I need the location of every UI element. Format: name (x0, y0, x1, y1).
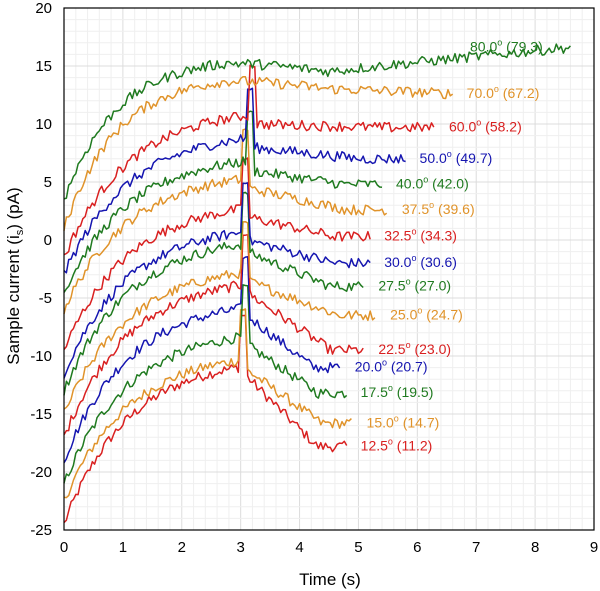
series-label: 20.0o (20.7) (355, 358, 428, 375)
series-layer (63, 43, 571, 524)
x-tick-label: 7 (472, 539, 480, 556)
y-axis-title: Sample current (is) (pA) (4, 187, 26, 364)
series-label: 32.5o (34.3) (384, 227, 457, 244)
series-line (63, 87, 406, 274)
x-tick-label: 8 (531, 539, 539, 556)
series-line (63, 314, 348, 524)
series-line (63, 182, 371, 379)
y-tick-label: -15 (30, 406, 52, 423)
series-label: 40.0o (42.0) (396, 174, 469, 191)
x-tick-label: 3 (236, 539, 244, 556)
x-axis-title: Time (s) (299, 570, 361, 589)
x-tick-label: 4 (295, 539, 303, 556)
series-line (63, 284, 348, 484)
series-label: 37.5o (39.6) (402, 200, 475, 217)
x-tick-label: 1 (119, 539, 127, 556)
y-tick-label: 20 (35, 0, 52, 17)
y-tick-label: 5 (44, 174, 52, 191)
x-tick-labels: 0 1 2 3 4 5 6 7 8 9 (60, 539, 598, 556)
x-tick-label: 5 (354, 539, 362, 556)
y-tick-label: -25 (30, 522, 52, 539)
x-tick-label: 9 (590, 539, 598, 556)
grid (64, 8, 594, 530)
series-label: 30.0o (30.6) (384, 253, 457, 270)
series-label: 60.0o (58.2) (449, 117, 522, 134)
y-tick-label: 10 (35, 116, 52, 133)
x-tick-label: 0 (60, 539, 68, 556)
y-tick-labels: -25 -20 -15 -10 -5 0 5 10 15 20 (30, 0, 52, 539)
series-line (63, 308, 352, 499)
series-label: 70.0o (67.2) (467, 84, 540, 101)
series-label: 12.5o (11.2) (361, 436, 433, 453)
series-line (63, 191, 364, 396)
plot-border (63, 7, 595, 531)
y-tick-label: -20 (30, 464, 52, 481)
y-tick-label: -10 (30, 348, 52, 365)
series-label: 22.5o (23.0) (378, 340, 451, 357)
plot-frame (63, 7, 595, 531)
series-line (63, 233, 364, 436)
series-label: 17.5o (19.5) (361, 383, 434, 400)
series-label: 80.0o (79.3) (470, 37, 543, 54)
series-labels: 12.5o (11.2) 15.0o (14.7) 17.5o (19.5) 20.0… (355, 37, 543, 453)
series-line (63, 128, 388, 315)
series-label: 27.5o (27.0) (378, 276, 451, 293)
series-line (63, 76, 454, 231)
series-line (63, 255, 341, 464)
series-line (63, 220, 376, 410)
y-tick-label: 0 (44, 232, 52, 249)
series-line (63, 157, 371, 350)
series-line (63, 43, 571, 200)
series-label: 50.0o (49.7) (420, 149, 493, 166)
y-tick-label: 15 (35, 58, 52, 75)
series-label: 25.0o (24.7) (390, 305, 463, 322)
series-line (63, 64, 435, 256)
series-label: 15.0o (14.7) (367, 413, 440, 430)
x-tick-label: 2 (178, 539, 186, 556)
x-tick-label: 6 (413, 539, 421, 556)
y-tick-label: -5 (39, 290, 52, 307)
series-line (63, 110, 383, 293)
